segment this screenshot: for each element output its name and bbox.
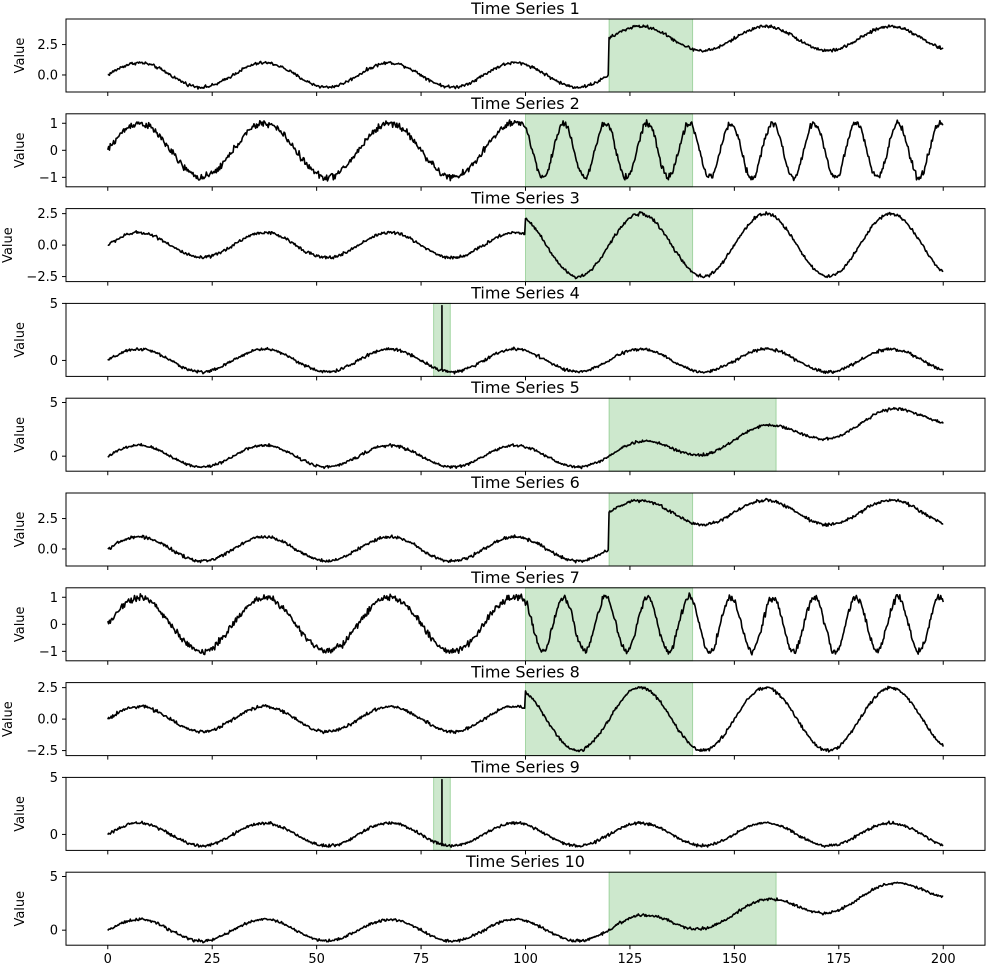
x-tick-label: 200 — [931, 952, 956, 967]
panel-7: −1 0 1 Value Time Series 7 — [13, 568, 986, 665]
y-tick-label: 0.0 — [37, 713, 58, 728]
axes-frame — [65, 397, 986, 472]
anomaly-region — [608, 871, 777, 946]
panel-3: −2.5 0.0 2.5 Value Time Series 3 — [1, 189, 986, 286]
x-tick-label: 100 — [513, 952, 538, 967]
y-axis-label: Value — [13, 891, 28, 927]
panel-1: 0.0 2.5 Value Time Series 1 — [13, 0, 986, 96]
y-tick-label: −2.5 — [26, 744, 58, 759]
y-tick-label: 0 — [50, 828, 58, 843]
x-tick-label: 50 — [308, 952, 325, 967]
panel-2: −1 0 1 Value Time Series 2 — [13, 94, 986, 191]
y-tick-label: 0 — [50, 450, 58, 465]
axes-frame — [65, 18, 986, 93]
y-axis-label: Value — [1, 701, 16, 737]
anomaly-region — [608, 397, 777, 472]
y-tick-label: 5 — [50, 297, 58, 312]
y-axis-label: Value — [13, 322, 28, 358]
panel-9: 0 5 Value Time Series 9 — [13, 757, 986, 855]
panel-6: 0.0 2.5 Value Time Series 6 — [13, 473, 986, 570]
y-tick-label: 2.5 — [37, 38, 58, 53]
panel-8: −2.5 0.0 2.5 Value Time Series 8 — [1, 663, 986, 760]
panel-title: Time Series 10 — [465, 852, 585, 871]
panel-title: Time Series 1 — [470, 0, 580, 18]
y-tick-label: 0 — [50, 144, 58, 159]
panel-title: Time Series 2 — [470, 94, 580, 113]
axes-frame — [65, 871, 986, 946]
x-tick-label: 150 — [722, 952, 747, 967]
panel-title: Time Series 3 — [470, 189, 580, 208]
y-tick-label: 0.0 — [37, 68, 58, 83]
y-tick-label: 0.0 — [37, 542, 58, 557]
series-line — [107, 210, 944, 280]
y-axis-label: Value — [13, 132, 28, 168]
anomaly-region — [608, 18, 694, 93]
y-tick-label: 5 — [50, 396, 58, 411]
y-tick-label: 1 — [50, 591, 58, 606]
series-line — [107, 304, 944, 375]
series-line — [107, 881, 944, 944]
y-axis-label: Value — [13, 38, 28, 74]
axes-frame — [65, 492, 986, 567]
y-tick-label: 2.5 — [37, 207, 58, 222]
y-tick-label: −1 — [39, 645, 58, 660]
anomaly-region — [608, 492, 694, 567]
x-tick-label: 75 — [413, 952, 430, 967]
y-tick-label: 2.5 — [37, 512, 58, 527]
series-line — [107, 778, 944, 848]
y-tick-label: −2.5 — [26, 270, 58, 285]
y-tick-label: 5 — [50, 771, 58, 786]
y-axis-label: Value — [13, 512, 28, 548]
y-tick-label: 0 — [50, 618, 58, 633]
y-axis-label: Value — [13, 796, 28, 832]
panel-title: Time Series 4 — [470, 283, 580, 302]
x-tick-label: 0 — [104, 952, 112, 967]
y-axis-label: Value — [13, 606, 28, 642]
y-tick-label: 2.5 — [37, 681, 58, 696]
series-line — [107, 24, 944, 90]
x-tick-label: 175 — [826, 952, 851, 967]
panel-4: 0 5 Value Time Series 4 — [13, 283, 986, 381]
y-tick-label: 5 — [50, 870, 58, 885]
series-line — [107, 406, 944, 470]
series-line — [106, 119, 944, 182]
y-tick-label: −1 — [39, 171, 58, 186]
panel-title: Time Series 7 — [470, 568, 580, 587]
series-line — [107, 497, 944, 564]
panel-title: Time Series 5 — [470, 378, 580, 397]
series-line — [107, 592, 945, 656]
y-tick-label: 0.0 — [37, 239, 58, 254]
y-tick-label: 0 — [50, 924, 58, 939]
axes-frame — [65, 776, 986, 851]
axes-frame — [65, 302, 986, 377]
x-tick-label: 25 — [204, 952, 221, 967]
panel-title: Time Series 6 — [470, 473, 580, 492]
y-axis-label: Value — [13, 417, 28, 453]
panel-5: 0 5 Value Time Series 5 — [13, 378, 986, 476]
panel-title: Time Series 8 — [470, 663, 580, 682]
panel-title: Time Series 9 — [470, 757, 580, 776]
y-tick-label: 1 — [50, 117, 58, 132]
x-tick-label: 125 — [618, 952, 643, 967]
y-tick-label: 0 — [50, 354, 58, 369]
series-line — [107, 685, 944, 753]
y-axis-label: Value — [1, 227, 16, 263]
